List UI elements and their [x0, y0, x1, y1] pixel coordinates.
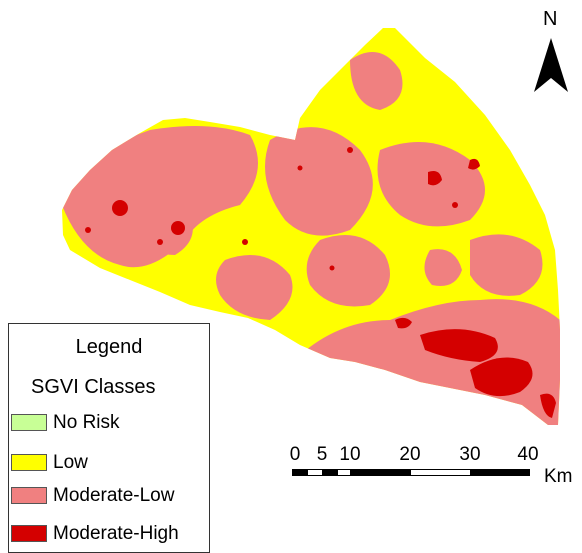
scale-segment [410, 469, 471, 476]
moderate-low-areas [62, 52, 560, 425]
legend-item-label: Moderate-Low [53, 485, 175, 506]
legend-subtitle: SGVI Classes [31, 376, 156, 398]
legend-item-label: Low [53, 452, 88, 473]
scale-segment [292, 469, 308, 476]
legend-item-low: Low [9, 451, 209, 475]
scale-bar: 0 5 10 20 30 40 Km [290, 444, 582, 494]
scale-tick-label: 0 [289, 444, 301, 465]
scale-segment [350, 469, 411, 476]
scale-tick-label: 40 [517, 444, 539, 465]
legend-item-moderate-high: Moderate-High [9, 522, 209, 546]
legend-item-label: Moderate-High [53, 523, 179, 544]
legend-swatch [11, 525, 47, 542]
legend-swatch [11, 414, 47, 431]
legend-swatch [11, 454, 47, 471]
legend-title: Legend [75, 336, 143, 358]
scale-tick-label: 5 [316, 444, 328, 465]
north-arrow-icon [534, 38, 568, 92]
scale-segment [337, 469, 351, 476]
legend-item-moderate-low: Moderate-Low [9, 484, 209, 508]
north-letter: N [543, 8, 558, 30]
scale-segment [470, 469, 530, 476]
scale-tick-label: 20 [399, 444, 421, 465]
scale-segment [322, 469, 338, 476]
legend: Legend SGVI Classes No Risk Low Moderate… [8, 323, 210, 553]
scale-unit: Km [544, 466, 573, 487]
scale-tick-label: 10 [339, 444, 361, 465]
legend-item-no-risk: No Risk [9, 411, 209, 435]
legend-swatch [11, 487, 47, 504]
legend-item-label: No Risk [53, 412, 120, 433]
scale-segment [307, 469, 323, 476]
scale-tick-label: 30 [459, 444, 481, 465]
